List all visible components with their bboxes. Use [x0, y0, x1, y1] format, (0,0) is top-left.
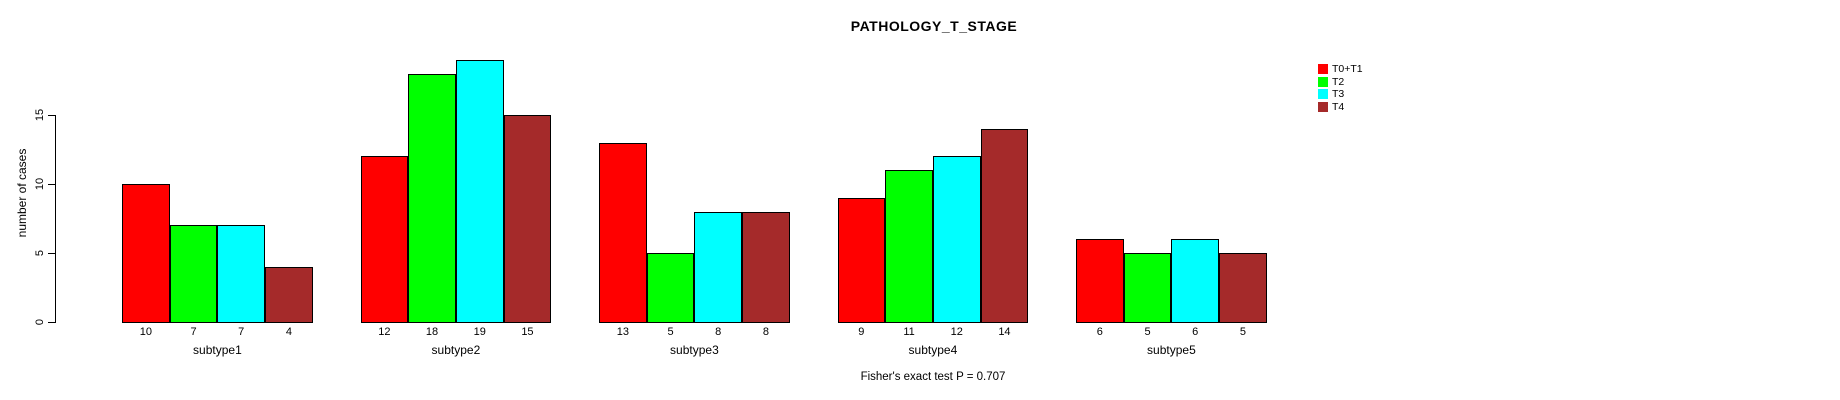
category-label-subtype3: subtype3 — [670, 343, 719, 357]
bar-t2-subtype2 — [408, 73, 456, 323]
bar-t0-t1-subtype4 — [837, 197, 886, 323]
bar-t2-subtype1 — [169, 225, 218, 323]
legend: T0+T1 T2 T3 T4 — [1318, 63, 1363, 113]
legend-swatch-icon — [1318, 89, 1328, 100]
bar-value-label: 6 — [1192, 326, 1199, 338]
legend-item-t4: T4 — [1318, 101, 1363, 114]
bar-t4-subtype5 — [1219, 253, 1267, 323]
y-axis-tick — [48, 253, 55, 254]
category-label-subtype2: subtype2 — [431, 343, 481, 357]
fisher-test-annotation: Fisher's exact test P = 0.707 — [860, 371, 1006, 383]
bar-t4-subtype4 — [980, 128, 1029, 323]
category-label-subtype1: subtype1 — [193, 343, 242, 357]
bar-t4-subtype3 — [742, 211, 790, 323]
category-label-subtype5: subtype5 — [1147, 343, 1196, 357]
legend-label: T2 — [1332, 75, 1345, 88]
y-axis-tick-label-text: 0 — [34, 318, 46, 326]
y-axis-tick — [48, 322, 55, 323]
bar-value-label: 7 — [238, 326, 245, 338]
bar-value-label: 15 — [521, 326, 534, 338]
bar-value-label: 5 — [1239, 326, 1246, 338]
bar-value-label: 8 — [715, 326, 722, 338]
bar-value-label: 8 — [762, 326, 769, 338]
bar-value-label: 12 — [950, 326, 963, 338]
bar-t3-subtype1 — [217, 225, 266, 323]
bar-t2-subtype3 — [646, 253, 695, 323]
bar-value-label: 14 — [998, 326, 1011, 338]
bar-value-label: 7 — [190, 326, 197, 338]
y-axis-label-text: number of cases — [15, 148, 29, 238]
y-axis-tick-label-text: 5 — [34, 249, 46, 257]
bar-t4-subtype1 — [265, 266, 313, 323]
bar-t0-t1-subtype2 — [360, 156, 409, 323]
bar-value-label: 5 — [667, 326, 674, 338]
y-axis-tick — [48, 115, 55, 116]
bar-value-label: 11 — [903, 326, 915, 338]
legend-item-t3: T3 — [1318, 88, 1363, 101]
bar-t3-subtype4 — [932, 156, 981, 323]
y-axis-tick-label-text: 10 — [34, 177, 46, 191]
y-axis-tick — [48, 184, 55, 185]
legend-item-t0-t1: T0+T1 — [1318, 63, 1363, 76]
bar-t4-subtype2 — [503, 115, 552, 323]
bar-t3-subtype5 — [1171, 239, 1220, 323]
legend-swatch-icon — [1318, 101, 1328, 112]
chart-title: PATHOLOGY_T_STAGE — [850, 18, 1018, 34]
bar-t0-t1-subtype1 — [122, 184, 170, 323]
bar-t2-subtype4 — [885, 170, 933, 323]
bar-t0-t1-subtype3 — [599, 142, 647, 323]
legend-swatch-icon — [1318, 76, 1328, 87]
y-axis-line — [55, 115, 56, 323]
bar-value-label: 4 — [285, 326, 292, 338]
bar-value-label: 18 — [425, 326, 439, 338]
bar-value-label: 13 — [616, 326, 629, 338]
bar-value-label: 9 — [858, 326, 865, 338]
legend-label: T4 — [1332, 100, 1345, 113]
category-label-subtype4: subtype4 — [908, 343, 958, 357]
bar-t0-t1-subtype5 — [1076, 239, 1124, 323]
legend-label: T3 — [1332, 88, 1345, 100]
legend-label: T0+T1 — [1332, 63, 1363, 75]
legend-swatch-icon — [1318, 64, 1328, 75]
bar-value-label: 19 — [473, 326, 486, 338]
bar-value-label: 6 — [1096, 326, 1103, 338]
legend-item-t2: T2 — [1318, 76, 1363, 89]
bar-value-label: 10 — [139, 326, 152, 338]
bar-t3-subtype2 — [455, 59, 504, 323]
bar-value-label: 12 — [378, 326, 391, 338]
bar-t3-subtype3 — [694, 211, 743, 323]
bar-t2-subtype5 — [1123, 253, 1172, 323]
bar-value-label: 5 — [1144, 326, 1151, 338]
y-axis-tick-label-text: 15 — [34, 108, 46, 122]
